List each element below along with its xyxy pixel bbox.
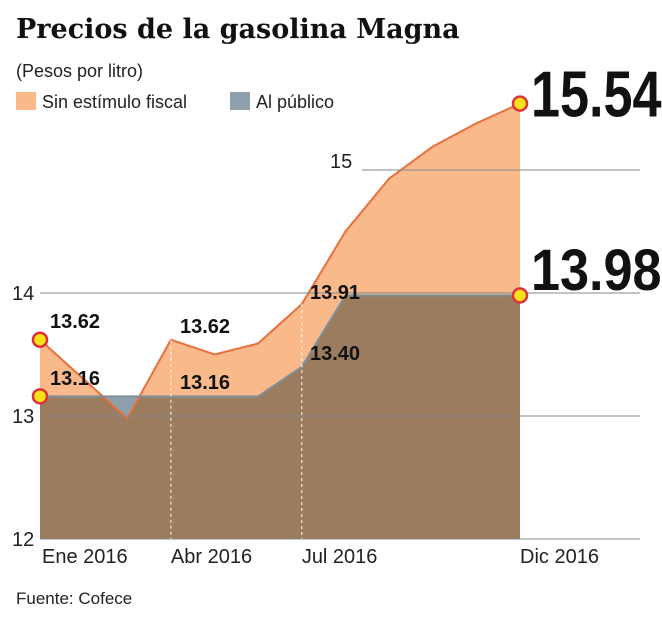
- data-label: 13.16: [50, 368, 100, 390]
- data-label: 13.62: [180, 316, 230, 338]
- x-tick-label: Abr 2016: [171, 546, 252, 568]
- data-label: 13.91: [310, 282, 360, 304]
- data-label: 13.16: [180, 372, 230, 394]
- chart-subtitle: (Pesos por litro): [16, 61, 143, 81]
- data-point-marker: [511, 287, 529, 304]
- legend-label-sin-estimulo: Sin estímulo fiscal: [42, 92, 187, 112]
- y-tick-label: 15: [330, 151, 352, 173]
- legend-swatch-al-publico: [230, 92, 250, 110]
- line-al-publico: [40, 294, 520, 398]
- data-label: 13.62: [50, 311, 100, 333]
- data-label: 13.40: [310, 343, 360, 365]
- x-tick-label: Ene 2016: [42, 546, 128, 568]
- data-label-big: 15.54: [531, 59, 662, 131]
- area-overlap: [40, 295, 520, 539]
- legend-swatch-sin-estimulo: [16, 92, 36, 110]
- y-tick-label: 12: [12, 529, 34, 551]
- x-tick-label: Jul 2016: [302, 546, 378, 568]
- x-tick-label: Dic 2016: [520, 546, 599, 568]
- y-tick-label: 13: [12, 406, 34, 428]
- legend-label-al-publico: Al público: [256, 92, 334, 112]
- data-point-marker: [31, 388, 49, 405]
- y-tick-label: 14: [12, 283, 34, 305]
- data-point-marker: [31, 331, 49, 348]
- line-sin-estimulo: [39, 102, 521, 421]
- chart-title: Precios de la gasolina Magna: [16, 14, 460, 45]
- data-label-big: 13.98: [531, 237, 662, 302]
- data-point-marker: [511, 95, 529, 112]
- source-note: Fuente: Cofece: [16, 589, 132, 608]
